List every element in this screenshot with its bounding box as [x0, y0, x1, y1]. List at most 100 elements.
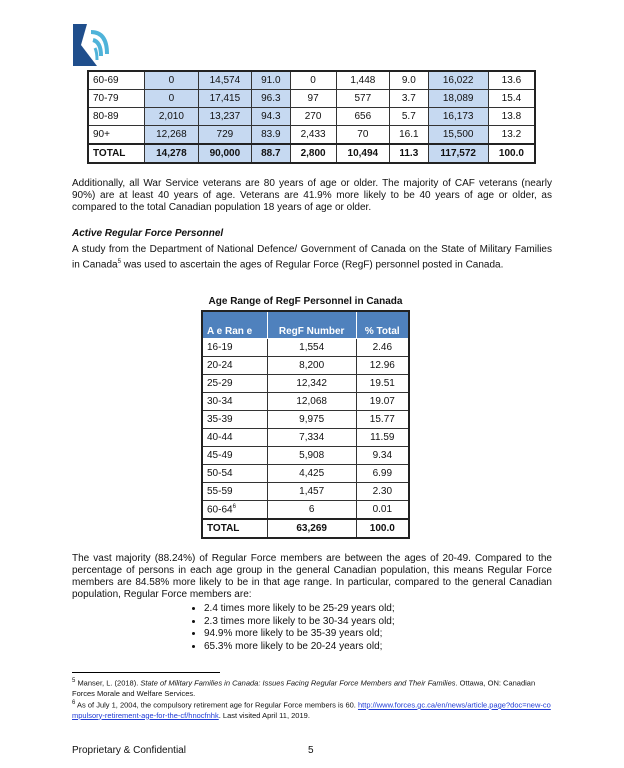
table-row: 40-44 7,334 11.59 — [201, 428, 410, 447]
table-cell: 16-19 — [201, 338, 268, 357]
table-cell: 15.77 — [355, 410, 410, 429]
table-cell: 0 — [144, 70, 199, 90]
table-row: 25-29 12,342 19.51 — [201, 374, 410, 393]
table-cell: 15.4 — [487, 89, 536, 108]
table-row: TOTAL 63,269 100.0 — [201, 518, 410, 539]
paragraph-veterans: Additionally, all War Service veterans a… — [72, 178, 552, 213]
table-cell: 1,448 — [335, 70, 391, 90]
footnote-link[interactable]: http://www.forces.gc.ca/en/news/article.… — [72, 700, 551, 720]
table-cell: 12,268 — [144, 125, 199, 145]
text: Manser, L. (2018). — [77, 678, 141, 688]
table-cell: 270 — [289, 107, 337, 126]
table-cell: 3.7 — [389, 89, 429, 108]
list-item: 2.4 times more likely to be 25-29 years … — [204, 603, 395, 616]
table-cell: 70 — [335, 125, 391, 145]
table-cell: 91.0 — [251, 70, 291, 90]
text: State of Military Families in Canada: Is… — [140, 678, 456, 688]
table-cell: 100.0 — [487, 143, 536, 164]
table-row: 60-646 6 0.01 — [201, 500, 410, 520]
table-cell: 729 — [197, 125, 253, 145]
table-cell: 19.51 — [355, 374, 410, 393]
table-cell: 5,908 — [266, 446, 357, 465]
col-header: % Total — [355, 310, 410, 339]
footnote-ref[interactable]: 6 — [232, 503, 236, 510]
table-cell: 0 — [144, 89, 199, 108]
table-cell: 10,494 — [335, 143, 391, 164]
footnote-5: 5 Manser, L. (2018). State of Military F… — [72, 676, 552, 699]
footnote-ref[interactable]: 5 — [117, 259, 121, 265]
table-cell: 577 — [335, 89, 391, 108]
table-row: 16-19 1,554 2.46 — [201, 338, 410, 357]
table-row: 60-69 0 14,574 91.0 0 1,448 9.0 16,022 13.6 — [87, 70, 536, 90]
table-cell: 2,010 — [144, 107, 199, 126]
table-cell: 16,022 — [427, 70, 489, 90]
table-cell: 12.96 — [355, 356, 410, 375]
footnote-6: 6 As of July 1, 2004, the compulsory ret… — [72, 698, 552, 721]
table-cell: TOTAL — [201, 518, 268, 539]
table-cell: 70-79 — [87, 89, 146, 108]
list-item: 2.3 times more likely to be 30-34 years … — [204, 616, 395, 629]
table-cell: 18,089 — [427, 89, 489, 108]
table-row: 20-24 8,200 12.96 — [201, 356, 410, 375]
table-cell: 90+ — [87, 125, 146, 145]
table-cell: 9,975 — [266, 410, 357, 429]
table-cell: 88.7 — [251, 143, 291, 164]
table-cell: 11.3 — [389, 143, 429, 164]
table-cell: 50-54 — [201, 464, 268, 483]
table-row: 80-89 2,010 13,237 94.3 270 656 5.7 16,173 13.8 — [87, 107, 536, 126]
table-cell: 35-39 — [201, 410, 268, 429]
table-cell: 14,574 — [197, 70, 253, 90]
veterans-age-table: 60-69 0 14,574 91.0 0 1,448 9.0 16,022 13.6 70-79… — [87, 70, 536, 164]
table-cell: 13.6 — [487, 70, 536, 90]
table-row: 70-79 0 17,415 96.3 97 577 3.7 18,089 15.4 — [87, 89, 536, 108]
table-cell: 13.2 — [487, 125, 536, 145]
table-cell: 20-24 — [201, 356, 268, 375]
table-cell: 40-44 — [201, 428, 268, 447]
table-cell: 2,800 — [289, 143, 337, 164]
table-cell: 12,342 — [266, 374, 357, 393]
table-cell: 83.9 — [251, 125, 291, 145]
list-item: 65.3% more likely to be 20-24 years old; — [204, 641, 395, 654]
footnote-divider — [72, 672, 220, 673]
table-cell: 45-49 — [201, 446, 268, 465]
text: . Last visited April 11, 2019. — [218, 710, 310, 720]
table-cell: 11.59 — [355, 428, 410, 447]
table-cell: 1,554 — [266, 338, 357, 357]
table-cell: 0 — [289, 70, 337, 90]
table-cell: 2,433 — [289, 125, 337, 145]
col-header: RegF Number — [266, 310, 357, 339]
bullet-list: 2.4 times more likely to be 25-29 years … — [190, 603, 395, 653]
text: A study from the Department of National … — [72, 244, 552, 271]
table-cell: 9.0 — [389, 70, 429, 90]
table-cell: 12,068 — [266, 392, 357, 411]
table-row: TOTAL 14,278 90,000 88.7 2,800 10,494 11.3 117,… — [87, 143, 536, 164]
table-cell: 16.1 — [389, 125, 429, 145]
table-cell: 7,334 — [266, 428, 357, 447]
table-cell: 63,269 — [266, 518, 357, 539]
table-row: 55-59 1,457 2.30 — [201, 482, 410, 501]
list-item: 94.9% more likely to be 35-39 years old; — [204, 628, 395, 641]
table-cell: 30-34 — [201, 392, 268, 411]
table-cell: 94.3 — [251, 107, 291, 126]
table-cell: 100.0 — [355, 518, 410, 539]
text: As of July 1, 2004, the compulsory retir… — [77, 700, 358, 710]
table-cell: 25-29 — [201, 374, 268, 393]
section-heading: Active Regular Force Personnel — [72, 228, 224, 239]
table-cell: 14,278 — [144, 143, 199, 164]
table-row: 35-39 9,975 15.77 — [201, 410, 410, 429]
table-cell: 656 — [335, 107, 391, 126]
table-caption: Age Range of RegF Personnel in Canada — [208, 296, 403, 307]
table-row: 50-54 4,425 6.99 — [201, 464, 410, 483]
table-cell: 1,457 — [266, 482, 357, 501]
table-cell: 19.07 — [355, 392, 410, 411]
table-cell: 15,500 — [427, 125, 489, 145]
table-cell: 17,415 — [197, 89, 253, 108]
table-cell: 97 — [289, 89, 337, 108]
table-cell: 13.8 — [487, 107, 536, 126]
footer-confidential: Proprietary & Confidential — [72, 745, 186, 756]
table-cell: 80-89 — [87, 107, 146, 126]
table-cell: 60-646 — [201, 500, 268, 520]
text: . Ottawa, ON: Canadian Forces Morale and… — [72, 678, 536, 698]
table-cell: 4,425 — [266, 464, 357, 483]
